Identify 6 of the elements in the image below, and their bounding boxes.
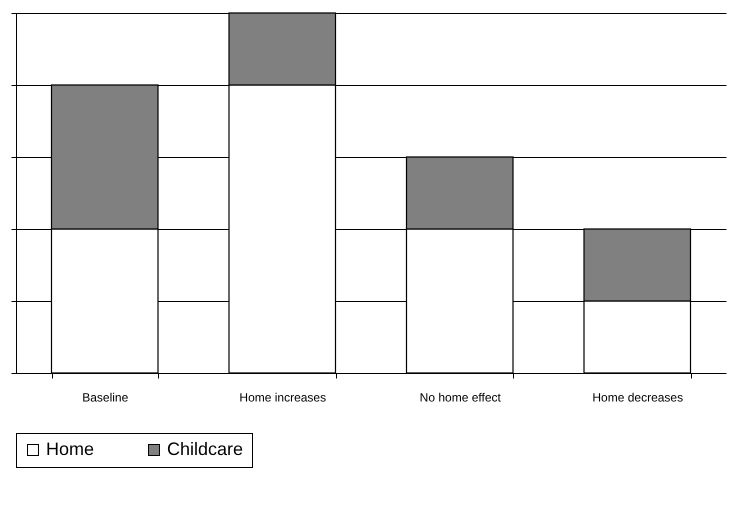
legend-label: Home — [46, 439, 94, 459]
x-tick-label: Home increases — [239, 390, 326, 404]
x-tick-label: Home decreases — [592, 390, 684, 404]
x-tick-label: Baseline — [82, 390, 129, 404]
legend-label: Childcare — [167, 439, 244, 459]
x-tick-label: No home effect — [420, 390, 502, 404]
